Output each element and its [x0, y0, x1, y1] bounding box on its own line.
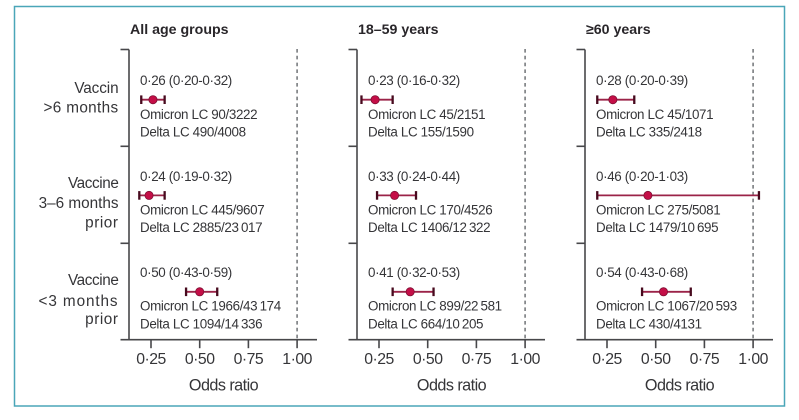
- svg-text:0·41 (0·32-0·53): 0·41 (0·32-0·53): [368, 265, 460, 280]
- svg-text:0·33 (0·24-0·44): 0·33 (0·24-0·44): [368, 169, 460, 184]
- svg-text:0·50: 0·50: [641, 351, 671, 368]
- svg-text:1·00: 1·00: [510, 351, 540, 368]
- svg-text:≥60 years: ≥60 years: [586, 22, 651, 38]
- svg-text:Odds ratio: Odds ratio: [645, 376, 715, 394]
- svg-text:prior: prior: [85, 311, 118, 328]
- svg-text:0·24 (0·19-0·32): 0·24 (0·19-0·32): [140, 169, 232, 184]
- svg-text:0·50 (0·43-0·59): 0·50 (0·43-0·59): [140, 265, 232, 280]
- svg-text:18–59 years: 18–59 years: [358, 22, 439, 38]
- svg-text:Delta LC 430/4131: Delta LC 430/4131: [596, 316, 702, 331]
- svg-text:1·00: 1·00: [282, 351, 312, 368]
- svg-text:Odds ratio: Odds ratio: [417, 376, 487, 394]
- svg-text:0·25: 0·25: [136, 351, 166, 368]
- svg-text:Delta LC 1094/14 336: Delta LC 1094/14 336: [140, 316, 262, 331]
- svg-text:Odds ratio: Odds ratio: [189, 376, 259, 394]
- svg-text:0·50: 0·50: [413, 351, 443, 368]
- svg-text:Delta LC 1479/10 695: Delta LC 1479/10 695: [596, 220, 718, 235]
- svg-text:0·46 (0·20-1·03): 0·46 (0·20-1·03): [596, 169, 688, 184]
- svg-text:1·00: 1·00: [738, 351, 768, 368]
- svg-text:3–6 months: 3–6 months: [39, 195, 119, 212]
- svg-text:Delta LC 335/2418: Delta LC 335/2418: [596, 125, 702, 140]
- svg-text:0·23 (0·16-0·32): 0·23 (0·16-0·32): [368, 73, 460, 88]
- svg-text:All age groups: All age groups: [130, 22, 229, 38]
- svg-text:Omicron LC 1966/43 174: Omicron LC 1966/43 174: [140, 299, 282, 314]
- svg-text:0·25: 0·25: [592, 351, 622, 368]
- svg-text:Omicron LC 45/1071: Omicron LC 45/1071: [596, 107, 713, 122]
- svg-text:<3 months: <3 months: [39, 293, 119, 310]
- svg-text:Delta LC 490/4008: Delta LC 490/4008: [140, 125, 246, 140]
- svg-text:0·25: 0·25: [364, 351, 394, 368]
- svg-text:Omicron LC 899/22 581: Omicron LC 899/22 581: [368, 299, 502, 314]
- svg-text:Omicron LC 275/5081: Omicron LC 275/5081: [596, 203, 720, 218]
- svg-text:Omicron LC 170/4526: Omicron LC 170/4526: [368, 203, 492, 218]
- svg-text:0·75: 0·75: [234, 351, 264, 368]
- svg-text:Omicron LC 1067/20 593: Omicron LC 1067/20 593: [596, 299, 737, 314]
- svg-text:0·75: 0·75: [690, 351, 720, 368]
- svg-text:0·50: 0·50: [185, 351, 215, 368]
- svg-text:Vaccin: Vaccin: [74, 80, 118, 97]
- svg-text:Delta LC 664/10 205: Delta LC 664/10 205: [368, 316, 483, 331]
- svg-text:Omicron LC 90/3222: Omicron LC 90/3222: [140, 107, 257, 122]
- svg-text:Vaccine: Vaccine: [68, 272, 119, 289]
- svg-text:Delta LC 2885/23 017: Delta LC 2885/23 017: [140, 220, 262, 235]
- svg-text:Vaccine: Vaccine: [68, 175, 119, 192]
- svg-text:0·54 (0·43-0·68): 0·54 (0·43-0·68): [596, 265, 688, 280]
- svg-text:Delta LC 1406/12 322: Delta LC 1406/12 322: [368, 220, 490, 235]
- svg-text:0·26 (0·20-0·32): 0·26 (0·20-0·32): [140, 73, 232, 88]
- svg-text:Delta LC 155/1590: Delta LC 155/1590: [368, 125, 474, 140]
- svg-text:>6 months: >6 months: [43, 100, 118, 117]
- svg-text:prior: prior: [85, 215, 118, 232]
- svg-text:0·28 (0·20-0·39): 0·28 (0·20-0·39): [596, 73, 688, 88]
- svg-text:0·75: 0·75: [462, 351, 492, 368]
- svg-text:Omicron LC 45/2151: Omicron LC 45/2151: [368, 107, 485, 122]
- svg-text:Omicron LC 445/9607: Omicron LC 445/9607: [140, 203, 264, 218]
